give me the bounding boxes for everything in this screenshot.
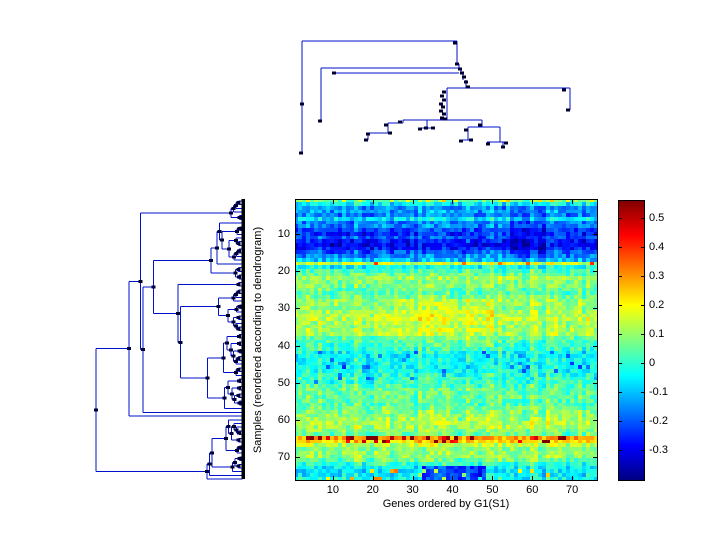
top-dendrogram bbox=[299, 40, 571, 155]
colorbar-canvas bbox=[618, 200, 645, 481]
heatmap-canvas bbox=[295, 199, 598, 481]
x-tick-label: 40 bbox=[446, 484, 459, 496]
colorbar-tick-label: 0.1 bbox=[649, 328, 665, 341]
colorbar-tick-label: -0.1 bbox=[649, 386, 668, 399]
y-tick-label: 70 bbox=[277, 450, 290, 463]
y-tick-label: 50 bbox=[277, 376, 290, 389]
x-tick-label: 50 bbox=[486, 484, 499, 496]
colorbar-tick-label: -0.3 bbox=[649, 444, 668, 457]
x-tick-label: 60 bbox=[526, 484, 539, 496]
y-tick-label: 30 bbox=[277, 302, 290, 315]
y-axis-label: Samples (reordered according to dendrogr… bbox=[252, 226, 264, 454]
y-tick-label: 40 bbox=[277, 339, 290, 352]
x-tick-label: 70 bbox=[565, 484, 579, 496]
y-tick-label: 10 bbox=[277, 228, 290, 241]
x-axis-label: Genes ordered by G1(S1) bbox=[382, 498, 510, 510]
colorbar-tick-label: 0.5 bbox=[649, 211, 665, 224]
leaf-bar bbox=[241, 199, 245, 479]
colorbar-tick-label: 0.2 bbox=[649, 299, 665, 312]
colorbar-tick-label: 0.3 bbox=[649, 270, 665, 283]
x-tick-label: 30 bbox=[406, 484, 419, 496]
colorbar-tick-label: 0.4 bbox=[649, 241, 665, 253]
left-dendrogram bbox=[94, 199, 245, 480]
colorbar-tick-label: -0.2 bbox=[649, 415, 668, 428]
x-tick-label: 20 bbox=[366, 484, 379, 496]
x-tick-label: 10 bbox=[326, 484, 339, 496]
colorbar-tick-label: 0 bbox=[649, 357, 656, 370]
y-tick-label: 20 bbox=[277, 265, 290, 278]
y-tick-label: 60 bbox=[277, 413, 290, 426]
